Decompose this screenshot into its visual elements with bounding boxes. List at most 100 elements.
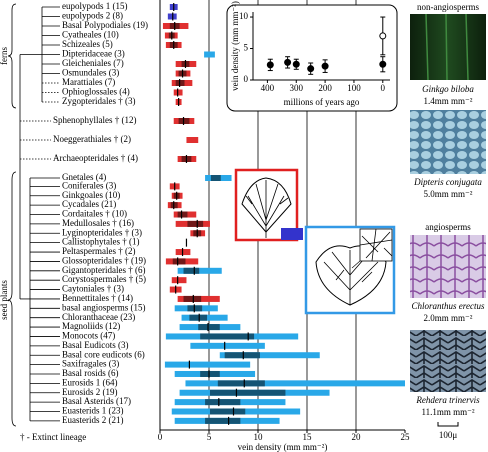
detail-pointer bbox=[351, 260, 361, 269]
range-bar bbox=[171, 277, 187, 284]
taxon-label: Eurosids 1 (64) bbox=[62, 377, 118, 387]
interquartile-bar bbox=[217, 380, 265, 387]
photo bbox=[410, 14, 486, 80]
taxon-label: Osmundales (3) bbox=[62, 68, 119, 78]
phylogeny: ferns seed plants † - Extinct lineage eu… bbox=[0, 1, 148, 442]
interquartile-bar bbox=[189, 314, 208, 321]
point bbox=[321, 62, 329, 70]
taxon-label: Ginkgoales (10) bbox=[62, 190, 120, 200]
taxon-label: Euasterids 2 (21) bbox=[62, 415, 123, 425]
seed-plants-brace bbox=[7, 171, 17, 427]
species: Rehdera trinervis bbox=[415, 395, 480, 405]
ferns-brace bbox=[7, 3, 17, 109]
vein-detail-lines bbox=[359, 228, 393, 262]
taxon-label: Sphenophyllales † (12) bbox=[53, 115, 137, 125]
x-tick-label: 10 bbox=[254, 432, 264, 442]
leaf-veins bbox=[245, 180, 289, 238]
x-tick-label: 0 bbox=[158, 432, 163, 442]
interquartile-bar bbox=[183, 295, 202, 302]
species: Ginkgo biloba bbox=[422, 84, 474, 94]
range-bar bbox=[186, 137, 199, 143]
range-bar bbox=[164, 361, 251, 368]
taxon-label: Basal rosids (6) bbox=[62, 368, 119, 378]
taxon-label: Peltaspermales † (2) bbox=[62, 246, 135, 256]
y-tick-label: 5 bbox=[244, 43, 249, 53]
group-label: seed plants bbox=[0, 280, 9, 320]
footnote: † - Extinct lineage bbox=[20, 432, 86, 442]
interquartile-bar bbox=[205, 417, 241, 424]
taxon-label: Basal core eudicots (6) bbox=[62, 349, 145, 359]
taxon-label: Basal Asterids (17) bbox=[62, 396, 131, 406]
x-tick-label: 300 bbox=[290, 83, 304, 93]
scale-bar bbox=[437, 422, 459, 427]
taxon-label: Eurosids 2 (19) bbox=[62, 387, 118, 397]
taxon-label: Glossopteridales † (19) bbox=[62, 255, 146, 265]
y-tick-label: 10 bbox=[239, 11, 249, 21]
taxon-label: Basal Polypodiales (19) bbox=[62, 20, 148, 30]
taxon-label: Saxifragales (3) bbox=[62, 359, 119, 369]
taxon-label: Caytoniales † (3) bbox=[62, 284, 124, 294]
interquartile-bar bbox=[172, 258, 186, 265]
fan-leaf bbox=[241, 177, 292, 233]
taxon-label: Marattiales (7) bbox=[62, 77, 115, 87]
x-tick-label: 20 bbox=[352, 432, 362, 442]
density: 5.0mm mm⁻² bbox=[424, 189, 473, 199]
taxon-label: Chloranthaceae (23) bbox=[62, 312, 135, 322]
interquartile-bar bbox=[205, 399, 241, 406]
taxon-label: Magnoliids (12) bbox=[62, 321, 120, 331]
taxon-label: Archaeopteridales † (4) bbox=[53, 153, 138, 163]
interquartile-bar bbox=[210, 175, 221, 181]
point bbox=[379, 32, 387, 40]
photo bbox=[410, 110, 486, 174]
x-tick-label: 100 bbox=[347, 83, 361, 93]
x-tick-label: 200 bbox=[318, 83, 332, 93]
taxon-label: Gleicheniales (7) bbox=[62, 58, 124, 68]
taxon-label: basal angiosperms (15) bbox=[62, 302, 145, 312]
inset-frame bbox=[226, 4, 398, 112]
point bbox=[307, 65, 315, 73]
density: 1.4mm mm⁻² bbox=[424, 96, 473, 106]
range-bar bbox=[185, 380, 405, 387]
taxon-label: Callistophytales † (1) bbox=[62, 237, 140, 247]
x-tick-label: 5 bbox=[207, 432, 212, 442]
taxon-label: Cycadales (21) bbox=[62, 199, 116, 209]
interquartile-bar bbox=[200, 370, 220, 377]
zoom-marker bbox=[281, 228, 303, 240]
panel-heading: angiosperms bbox=[425, 222, 471, 232]
taxon-label: Medullosales † (16) bbox=[62, 218, 134, 228]
taxon-label: eupolypods 2 (8) bbox=[62, 11, 123, 21]
taxon-label: Noeggerathiales † (2) bbox=[53, 134, 131, 144]
taxon-label: Gigantopteridales † (6) bbox=[62, 265, 145, 275]
taxon-label: Lyginopteridales † (3) bbox=[62, 227, 142, 237]
photo-veins bbox=[425, 13, 469, 81]
taxon-label: Dipteridaceae (3) bbox=[62, 49, 125, 59]
range-bar bbox=[177, 267, 222, 274]
interquartile-bar bbox=[200, 333, 255, 340]
interquartile-bar bbox=[187, 220, 204, 227]
range-bar bbox=[219, 352, 320, 359]
taxon-label: Corystospermales † (5) bbox=[62, 274, 146, 284]
photo-panels: non-angiosperms Ginkgo biloba 1.4mm mm⁻²… bbox=[410, 2, 486, 440]
taxon-label: eupolypods 1 (15) bbox=[62, 1, 128, 11]
point bbox=[284, 58, 292, 66]
photo bbox=[410, 330, 486, 392]
range-bar bbox=[190, 342, 265, 349]
x-axis-title: vein density (mm mm⁻²) bbox=[238, 442, 328, 452]
x-tick-label: 25 bbox=[401, 432, 411, 442]
leaf-veins bbox=[323, 250, 379, 305]
point bbox=[266, 61, 274, 69]
taxon-label: Basal Eudicots (3) bbox=[62, 340, 129, 350]
taxon-label: Bennettitales † (14) bbox=[62, 293, 133, 303]
photo bbox=[410, 235, 486, 298]
panel-heading: non-angiosperms bbox=[417, 2, 479, 12]
taxon-label: Cordaitales † (10) bbox=[62, 209, 127, 219]
taxon-label: Gnetales (4) bbox=[62, 172, 106, 182]
leaf-illustrations bbox=[234, 168, 396, 315]
taxon-label: Ophioglossales (4) bbox=[62, 87, 130, 97]
point bbox=[292, 60, 300, 68]
species: Chloranthus erectus bbox=[412, 301, 485, 311]
taxon-label: Coniferales (3) bbox=[62, 180, 116, 190]
density: 2.0mm mm⁻² bbox=[424, 313, 473, 323]
